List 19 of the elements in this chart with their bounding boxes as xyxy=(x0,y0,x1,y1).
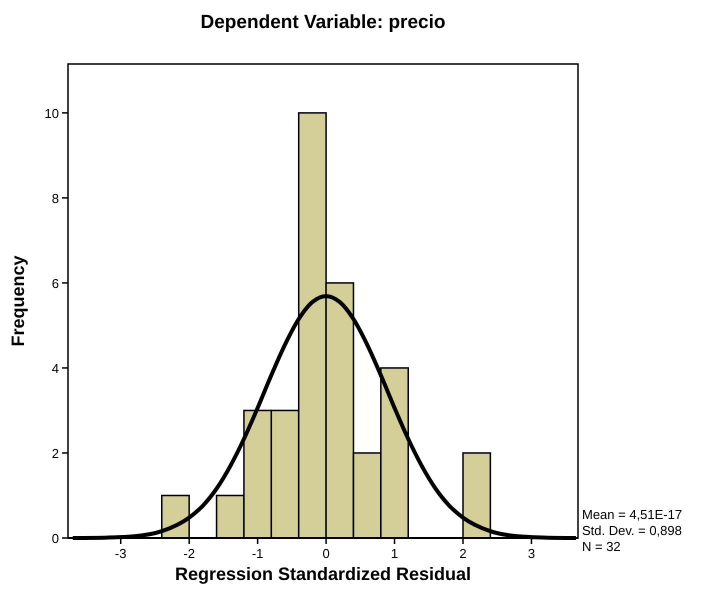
y-tick-label: 10 xyxy=(44,106,59,121)
chart-title: Dependent Variable: precio xyxy=(200,12,446,33)
y-tick-label: 2 xyxy=(52,446,59,461)
x-axis-title: Regression Standardized Residual xyxy=(174,564,472,584)
y-tick-label: 8 xyxy=(52,190,59,206)
x-tick-label: -3 xyxy=(114,546,126,561)
y-axis-title: Frequency xyxy=(8,255,28,347)
x-tick-label: 3 xyxy=(528,546,536,561)
text: Std. Dev. = 0,898 xyxy=(582,523,682,538)
y-tick-label: 6 xyxy=(52,276,59,291)
x-tick-label: -2 xyxy=(183,546,195,561)
text: N = 32 xyxy=(582,539,621,554)
x-tick-label: 1 xyxy=(390,546,398,561)
x-tick-label: 0 xyxy=(322,546,330,561)
x-tick-label: -1 xyxy=(252,546,264,561)
text: Mean = 4,51E-17 xyxy=(582,507,682,522)
y-tick-label: 4 xyxy=(52,360,59,376)
y-tick-label: 0 xyxy=(52,531,59,546)
x-tick-label: 2 xyxy=(459,546,467,561)
